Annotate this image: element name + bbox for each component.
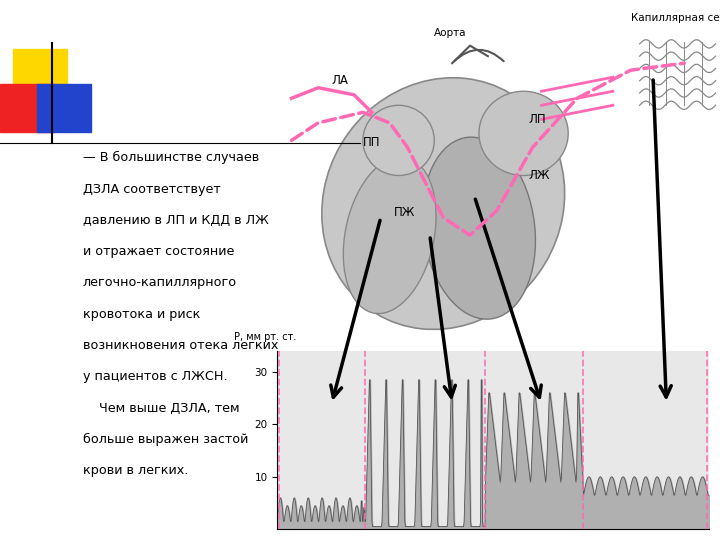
Text: Аорта: Аорта bbox=[434, 28, 467, 38]
Ellipse shape bbox=[479, 91, 568, 176]
Text: — В большинстве случаев: — В большинстве случаев bbox=[83, 151, 259, 164]
Text: ПЖ: ПЖ bbox=[394, 206, 415, 219]
Text: Чем выше ДЗЛА, тем: Чем выше ДЗЛА, тем bbox=[83, 402, 240, 415]
Text: ЛП: ЛП bbox=[528, 113, 546, 126]
Text: ПП: ПП bbox=[363, 136, 380, 148]
Text: Капиллярная сеть: Капиллярная сеть bbox=[631, 12, 720, 23]
Text: кровотока и риск: кровотока и риск bbox=[83, 308, 200, 321]
Text: легочно-капиллярного: легочно-капиллярного bbox=[83, 276, 237, 289]
Text: ДЗЛА соответствует: ДЗЛА соответствует bbox=[83, 183, 220, 195]
Text: возникновения отека легких: возникновения отека легких bbox=[83, 339, 278, 352]
Text: больше выражен застой: больше выражен застой bbox=[83, 433, 248, 446]
Text: ЛЖ: ЛЖ bbox=[528, 169, 549, 182]
Text: давлению в ЛП и КДД в ЛЖ: давлению в ЛП и КДД в ЛЖ bbox=[83, 214, 269, 227]
Text: ЛА: ЛА bbox=[332, 74, 348, 87]
Ellipse shape bbox=[423, 137, 536, 319]
Text: крови в легких.: крови в легких. bbox=[83, 464, 188, 477]
Ellipse shape bbox=[343, 157, 436, 314]
Text: и отражает состояние: и отражает состояние bbox=[83, 245, 234, 258]
Text: Р, мм рт. ст.: Р, мм рт. ст. bbox=[234, 332, 297, 342]
Ellipse shape bbox=[322, 78, 564, 329]
Text: у пациентов с ЛЖСН.: у пациентов с ЛЖСН. bbox=[83, 370, 228, 383]
Ellipse shape bbox=[363, 105, 434, 176]
